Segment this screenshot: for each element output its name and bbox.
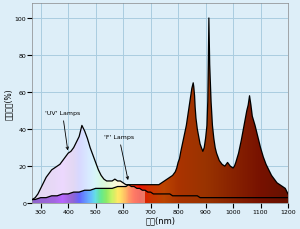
Y-axis label: 相対出力(%): 相対出力(%) <box>4 88 13 120</box>
X-axis label: 波長(nm): 波長(nm) <box>145 216 175 225</box>
Text: 'UV' Lamps: 'UV' Lamps <box>45 111 80 150</box>
Text: 'F' Lamps: 'F' Lamps <box>104 135 134 179</box>
